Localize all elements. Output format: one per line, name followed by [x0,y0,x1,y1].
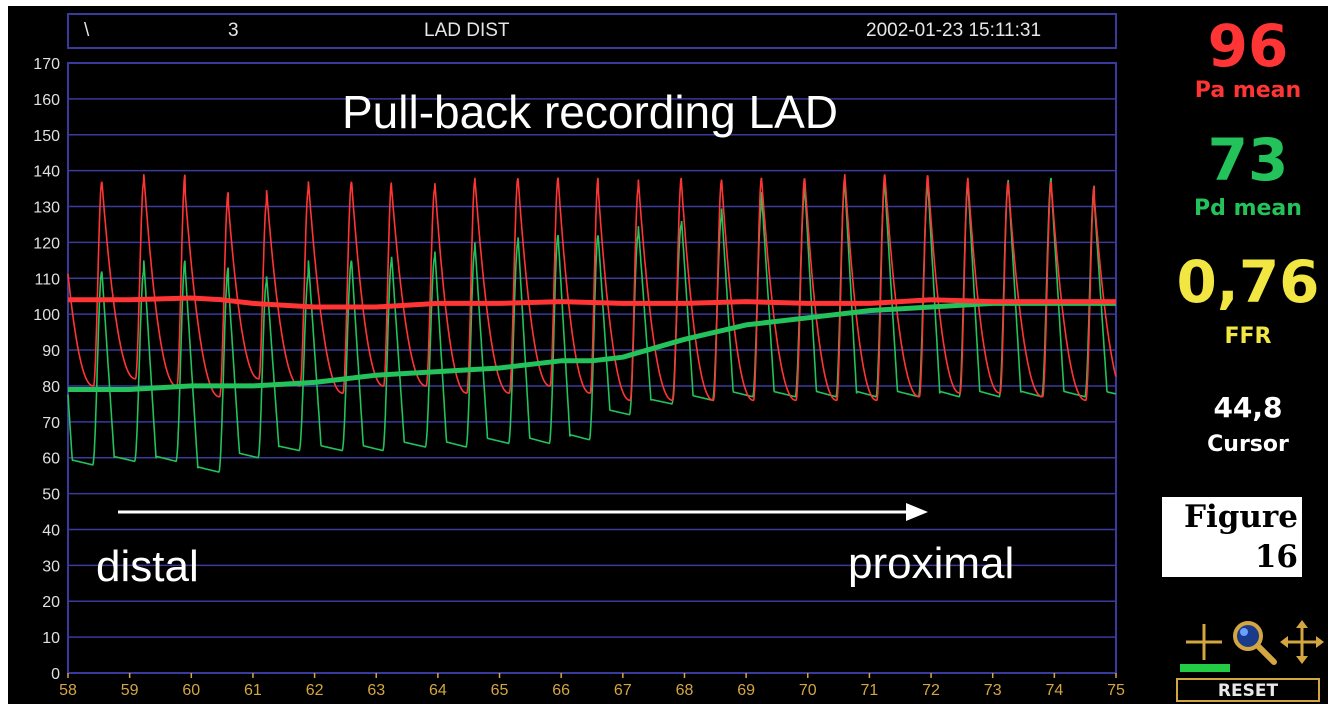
x-tick-label: 64 [429,682,447,699]
x-tick-label: 59 [121,682,139,699]
chart-title: Pull-back recording LAD [342,86,838,138]
y-tick-label: 80 [42,379,60,396]
y-tick-label: 140 [33,164,60,181]
x-tick-label: 58 [59,682,77,699]
x-tick-label: 61 [244,682,262,699]
x-tick-label: 62 [306,682,324,699]
pullback-arrow [118,503,928,521]
plot-frame [67,62,1117,674]
cursor-label: Cursor [1207,432,1289,457]
figure-caption-line2: 16 [1254,539,1298,575]
y-tick-label: 40 [42,522,60,539]
x-tick-label: 63 [367,682,385,699]
monitor-screen [8,6,1328,704]
pa-phasic-trace [67,174,1117,402]
y-tick-label: 20 [42,594,60,611]
header-fragment-2: 3 [228,20,239,41]
ffr-label: FFR [1224,324,1272,349]
y-tick-label: 130 [33,200,60,217]
reset-button[interactable]: RESET [1176,678,1320,702]
header-fragment-left: \ [84,20,90,41]
active-tool-indicator [1180,664,1230,672]
crosshair-plus-icon[interactable] [1180,618,1228,666]
x-tick-label: 75 [1107,682,1125,699]
x-tick-label: 74 [1045,682,1063,699]
x-tick-label: 67 [614,682,632,699]
y-tick-label: 0 [51,666,60,683]
ffr-value: 0,76 [1176,248,1320,316]
proximal-label: proximal [848,539,1014,588]
x-tick-label: 71 [861,682,879,699]
pa-mean-trace [68,295,1116,310]
y-tick-label: 90 [42,343,60,360]
figure-caption: Figure 16 [1162,497,1302,577]
x-tick-label: 68 [676,682,694,699]
distal-label: distal [96,542,199,591]
y-tick-label: 120 [33,235,60,252]
pa-mean-label: Pa mean [1194,78,1302,103]
y-tick-label: 60 [42,451,60,468]
x-tick-label: 66 [552,682,570,699]
pressure-traces [67,174,1117,473]
cursor-value: 44,8 [1213,391,1283,424]
x-tick-label: 60 [182,682,200,699]
pd-mean-trace [68,300,1116,392]
figure-caption-line1: Figure [1183,499,1298,535]
y-tick-label: 10 [42,630,60,647]
y-tick-label: 50 [42,487,60,504]
pd-mean-label: Pd mean [1194,196,1302,221]
y-tick-label: 110 [34,271,60,288]
x-tick-label: 65 [491,682,509,699]
magnifier-icon[interactable] [1230,618,1278,666]
tool-bar [1178,618,1328,668]
x-tick-label: 69 [737,682,755,699]
move-arrows-icon[interactable] [1278,618,1326,666]
header-bar [67,13,1117,49]
pa-mean-value: 96 [1207,12,1289,80]
pd-phasic-trace [67,177,1117,473]
vessel-label: LAD DIST [424,20,510,41]
y-tick-label: 100 [33,307,60,324]
y-tick-label: 170 [33,56,60,73]
x-tick-label: 72 [922,682,940,699]
pd-mean-value: 73 [1207,126,1289,194]
x-axis-ticks: 58 59 60 61 62 63 64 65 66 67 68 69 70 71 72 73 74 75 [59,673,1125,699]
y-tick-label: 150 [33,128,60,145]
y-tick-label: 70 [42,415,60,432]
y-tick-label: 30 [42,558,60,575]
x-tick-label: 73 [984,682,1002,699]
y-axis-ticks: 0 10 20 30 40 50 60 70 80 90 100 110 120 130 140 150 160… [33,56,60,683]
x-tick-label: 70 [799,682,817,699]
datetime-label: 2002-01-23 15:11:31 [866,20,1042,41]
y-tick-label: 160 [33,92,60,109]
